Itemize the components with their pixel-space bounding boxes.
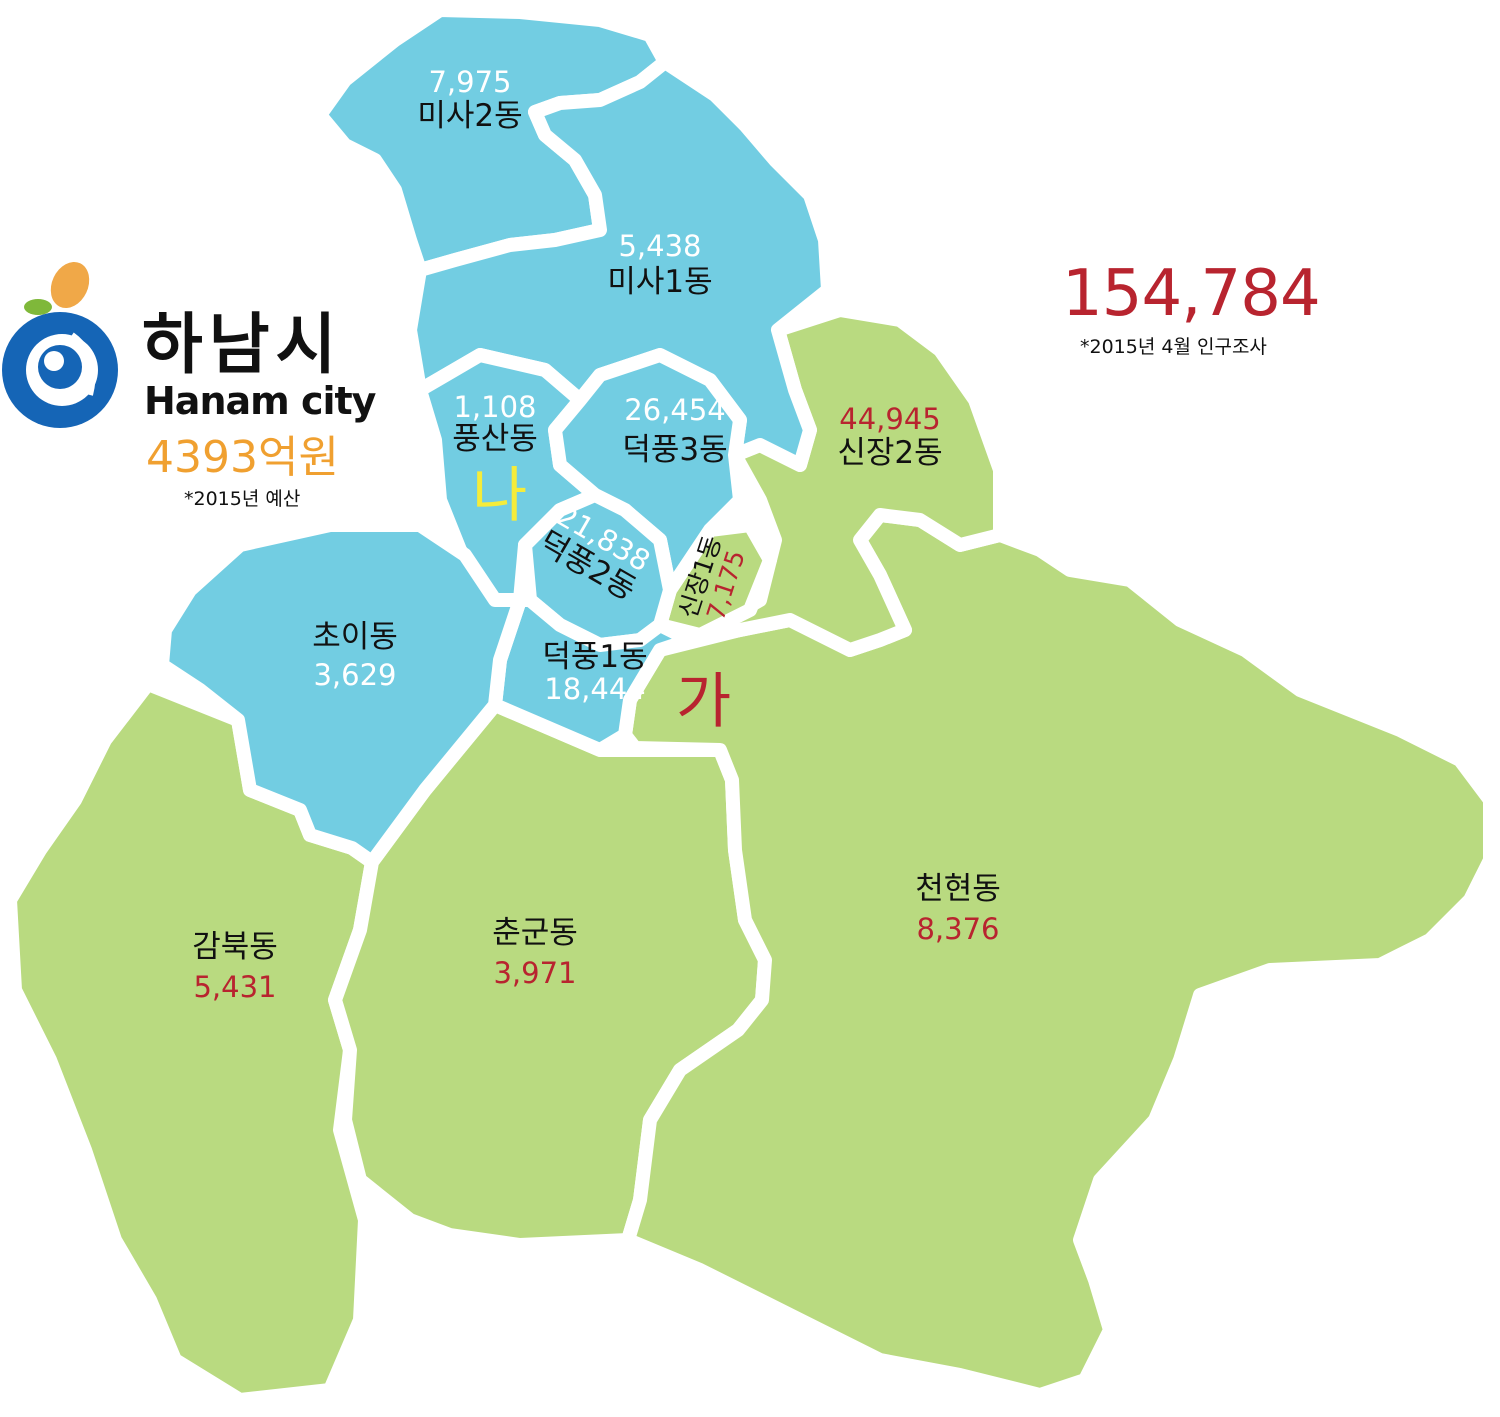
label-deokpung3: 26,454 덕풍3동	[585, 396, 765, 466]
name-deokpung3: 덕풍3동	[622, 432, 728, 468]
zone-label-na: 나	[472, 461, 528, 531]
population-pungsan: 1,108	[453, 390, 537, 424]
label-misa2: 7,975 미사2동	[405, 68, 535, 132]
name-sinjang2: 신장2동	[837, 435, 943, 471]
population-choi: 3,629	[313, 658, 397, 692]
budget-note: *2015년 예산	[184, 488, 301, 510]
region-choi[interactable]	[155, 518, 527, 869]
population-deokpung3: 26,454	[624, 393, 726, 427]
population-note: *2015년 4월 인구조사	[1080, 336, 1267, 358]
label-deokpung1: 덕풍1동 18,444	[520, 642, 670, 704]
label-misa1: 5,438 미사1동	[595, 232, 725, 298]
name-misa1: 미사1동	[607, 264, 713, 300]
label-sinjang2: 44,945 신장2동	[820, 405, 960, 469]
population-misa1: 5,438	[618, 229, 702, 263]
population-deokpung1: 18,444	[544, 672, 646, 706]
city-name-korean: 하남시	[142, 306, 343, 383]
label-chungun: 춘군동 3,971	[470, 918, 600, 988]
zone-label-ga: 가	[676, 667, 732, 737]
label-gambuk: 감북동 5,431	[170, 932, 300, 1002]
population-misa2: 7,975	[428, 65, 512, 99]
region-cheonhyeon[interactable]	[618, 508, 1497, 1402]
name-cheonhyeon: 천현동	[915, 871, 1001, 907]
population-gambuk: 5,431	[193, 970, 277, 1004]
population-cheonhyeon: 8,376	[916, 912, 1000, 946]
total-population: 154,784	[1062, 257, 1321, 331]
name-pungsan: 풍산동	[452, 421, 538, 457]
population-chungun: 3,971	[493, 956, 577, 990]
region-deokpung3[interactable]	[548, 348, 747, 597]
label-choi: 초이동 3,629	[290, 622, 420, 690]
name-gambuk: 감북동	[192, 929, 278, 965]
name-choi: 초이동	[312, 619, 398, 655]
label-cheonhyeon: 천현동 8,376	[893, 874, 1023, 944]
population-sinjang2: 44,945	[839, 402, 941, 436]
name-misa2: 미사2동	[417, 98, 523, 134]
hanam-logo-icon	[2, 261, 118, 428]
name-chungun: 춘군동	[492, 915, 578, 951]
label-pungsan: 1,108 풍산동	[430, 393, 560, 455]
name-deokpung1: 덕풍1동	[542, 639, 648, 675]
budget-value: 4393억원	[146, 432, 339, 483]
region-deokpung1[interactable]	[488, 593, 697, 757]
city-name-english: Hanam city	[144, 379, 376, 423]
